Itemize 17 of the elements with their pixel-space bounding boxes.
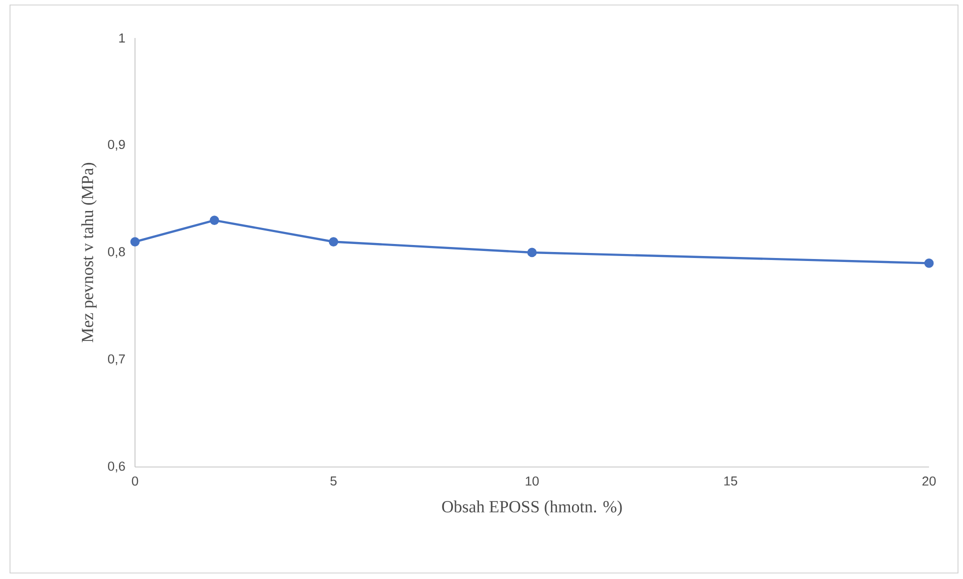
x-tick-label: 15 — [724, 476, 738, 486]
x-tick-label: 0 — [132, 476, 138, 486]
point — [130, 237, 140, 246]
y-axis-title: Mez pevnost v tahu (MPa) — [81, 162, 97, 342]
y-tick-label: 0,7 — [108, 354, 125, 366]
x-tick-label: 10 — [526, 476, 539, 486]
y-tick-label: 0,9 — [108, 140, 125, 151]
x-tick-label: 20 — [922, 476, 936, 486]
point — [924, 258, 934, 268]
x-axis-title: Obsah EPOSS (hmotn. %) — [442, 500, 622, 516]
y-tick-label: 0,8 — [108, 247, 125, 258]
y-tick-label: 1 — [119, 34, 125, 42]
y-tick-label: 0,6 — [108, 462, 125, 472]
point — [328, 237, 338, 246]
point — [527, 248, 537, 258]
x-tick-label: 5 — [330, 476, 337, 486]
point — [210, 216, 220, 225]
